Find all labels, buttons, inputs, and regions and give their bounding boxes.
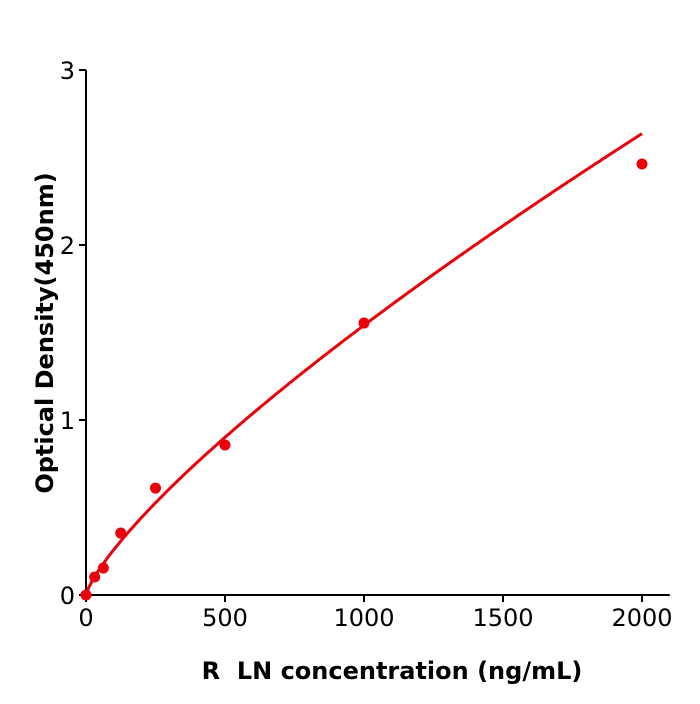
data-point [150, 482, 161, 494]
data-point [115, 527, 127, 539]
x-tick-label: 500 [202, 604, 248, 632]
y-tick-label: 1 [60, 407, 75, 435]
x-tick-label: 1000 [333, 604, 394, 632]
y-tick-label: 0 [60, 582, 75, 610]
x-tick-label: 2000 [611, 604, 672, 632]
data-point [89, 571, 101, 583]
data-point [358, 317, 370, 329]
y-tick-label: 2 [60, 232, 75, 260]
data-point [219, 439, 231, 451]
data-point [97, 562, 109, 574]
data-point [636, 158, 648, 170]
y-axis-label: Optical Density(450nm) [31, 172, 59, 493]
x-axis-label: R LN concentration (ng/mL) [202, 657, 583, 685]
data-points [80, 158, 648, 601]
axes: 0 500 1000 1500 2000 0 1 2 3 [60, 57, 673, 632]
data-point [80, 589, 92, 601]
x-tick-label: 1500 [472, 604, 533, 632]
y-tick-label: 3 [60, 57, 75, 85]
x-tick-label: 0 [78, 604, 93, 632]
fit-curve [84, 132, 643, 596]
